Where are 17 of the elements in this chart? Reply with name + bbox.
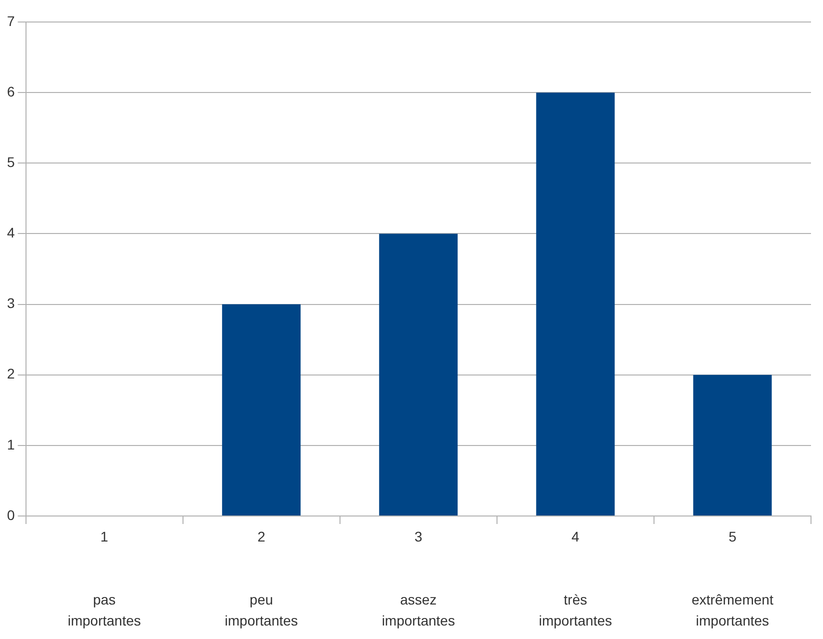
y-tick-label: 6 xyxy=(6,83,15,100)
bar xyxy=(379,234,458,516)
y-tick-label: 4 xyxy=(6,224,15,241)
bar xyxy=(536,92,615,516)
category-label: 3 assez importantes xyxy=(382,528,455,628)
y-tick-label: 7 xyxy=(6,12,15,29)
bar xyxy=(693,374,772,516)
y-tick-label: 5 xyxy=(6,154,15,170)
category-label: 1 pas importantes xyxy=(68,528,141,628)
category-label: 4 très importantes xyxy=(538,528,612,628)
y-tick-label: 0 xyxy=(6,506,15,523)
y-tick-label: 3 xyxy=(6,295,15,312)
category-label: 2 peu importantes xyxy=(224,528,298,628)
bar xyxy=(222,304,301,516)
y-tick-label: 2 xyxy=(6,366,15,382)
y-tick-label: 1 xyxy=(6,436,15,452)
category-label: 5 extrêmement importantes xyxy=(692,528,774,628)
